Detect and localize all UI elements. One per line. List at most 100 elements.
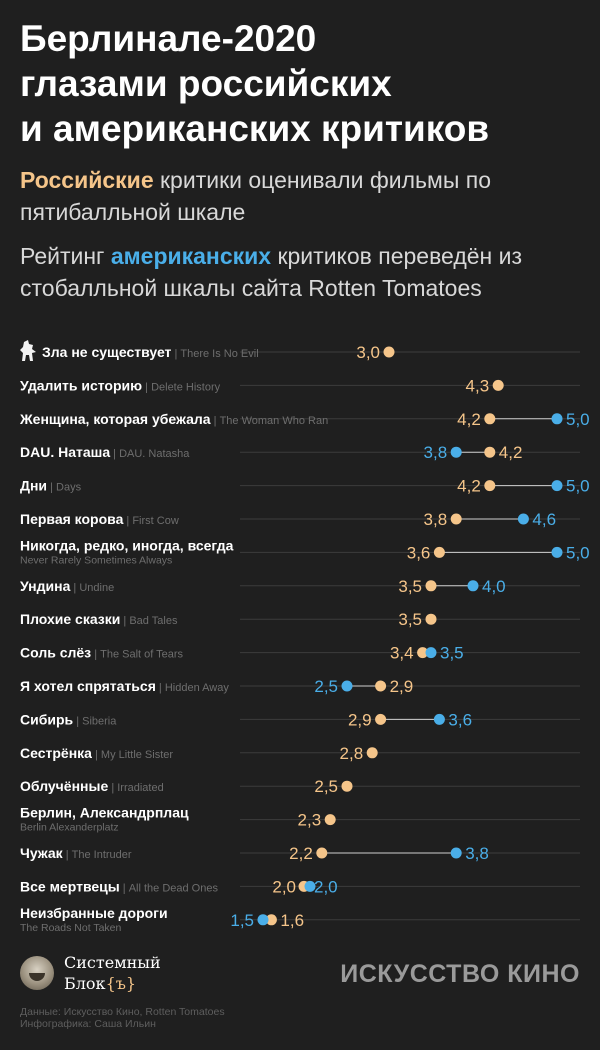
value-label-russian: 2,9: [390, 677, 414, 696]
sistemny-blok-logo-icon: [20, 956, 54, 990]
film-title-ru: Первая корова: [20, 511, 124, 527]
film-title-en: | Bad Tales: [120, 615, 178, 627]
subtitle-text: критиков переведён из стобалльной шкалы …: [20, 243, 523, 301]
sistemny-blok-logo[interactable]: Системный Блок{ъ}: [64, 952, 161, 994]
value-label-american: 4,0: [482, 577, 506, 596]
dot-american: [517, 513, 529, 525]
value-label-russian: 1,6: [280, 911, 304, 930]
subtitle-text: Рейтинг: [20, 243, 111, 269]
film-title-ru: Чужак: [20, 845, 64, 861]
value-label-american: 3,8: [424, 443, 448, 462]
dot-russian: [417, 647, 429, 659]
value-label-russian: 2,9: [348, 710, 372, 729]
value-label-american: 2,0: [314, 877, 338, 896]
film-title-en: | There Is No Evil: [171, 348, 258, 360]
value-label-american: 3,8: [465, 844, 489, 863]
dot-russian: [375, 713, 387, 725]
film-label: Дни | Days: [20, 478, 82, 494]
logo-bracket: {ъ}: [105, 974, 137, 993]
film-label: Сибирь | Siberia: [20, 711, 117, 727]
film-title-en: | Days: [47, 482, 82, 494]
dot-plot-chart: Зла не существует | There Is No Evil 3,0 У…: [19, 340, 590, 934]
dot-russian: [484, 446, 496, 458]
film-title-ru: DAU. Наташа: [20, 444, 110, 460]
value-label-russian: 3,5: [398, 577, 422, 596]
film-label: Сестрёнка | My Little Sister: [20, 745, 173, 761]
film-label: Зла не существует | There Is No Evil: [42, 344, 259, 360]
value-label-american: 5,0: [566, 410, 590, 429]
value-label-american: 2,5: [314, 677, 338, 696]
film-title-en: The Roads Not Taken: [20, 922, 122, 934]
logo-line: Системный: [64, 953, 161, 972]
value-label-russian: 3,0: [356, 343, 380, 362]
berlinale-bear-icon: [20, 340, 36, 361]
value-label-russian: 4,2: [499, 443, 523, 462]
value-label-american: 3,6: [448, 710, 472, 729]
film-title-en: | Delete History: [142, 381, 221, 393]
film-title-en: | All the Dead Ones: [120, 882, 219, 894]
dot-russian: [341, 780, 353, 792]
film-title-ru: Облучённые: [20, 778, 108, 794]
dot-american: [551, 546, 563, 558]
iskusstvo-kino-logo[interactable]: ИСКУССТВО КИНО: [340, 960, 580, 988]
dot-russian: [375, 680, 387, 692]
dot-russian: [324, 814, 336, 826]
value-label-russian: 2,2: [289, 844, 313, 863]
dot-american: [551, 413, 563, 425]
dot-russian: [383, 346, 395, 358]
dot-russian: [484, 480, 496, 492]
film-title-en: | The Salt of Tears: [91, 649, 183, 661]
film-title-en: | Hidden Away: [156, 682, 229, 694]
film-title-ru: Сибирь: [20, 711, 74, 727]
film-title-en: | First Cow: [123, 515, 178, 527]
dot-american: [450, 847, 462, 859]
value-label-american: 1,5: [230, 911, 254, 930]
film-label: Плохие сказки | Bad Tales: [20, 611, 178, 627]
subtitle-text: критики оценивали фильмы по пятибалльной…: [20, 167, 491, 225]
dot-russian: [492, 379, 504, 391]
value-label-russian: 4,3: [466, 376, 490, 395]
value-label-russian: 3,4: [390, 644, 414, 663]
film-title-ru: Женщина, которая убежала: [19, 411, 211, 427]
logo-line: Блок: [64, 974, 106, 993]
film-label: Все мертвецы | All the Dead Ones: [20, 878, 218, 894]
subtitle-russian: Российские критики оценивали фильмы по п…: [20, 164, 580, 228]
value-label-american: 5,0: [566, 477, 590, 496]
film-title-en: | Irradiated: [108, 782, 163, 794]
film-title-en: Never Rarely Sometimes Always: [20, 554, 172, 566]
highlight-russian: Российские: [20, 167, 154, 193]
film-title-en: | DAU. Natasha: [110, 448, 190, 460]
dot-american: [551, 480, 563, 492]
dot-american: [433, 713, 445, 725]
value-label-russian: 2,5: [314, 777, 338, 796]
dot-russian: [425, 613, 437, 625]
dot-american: [304, 880, 316, 892]
dot-russian: [316, 847, 328, 859]
dot-russian: [450, 513, 462, 525]
credit-graphics: Инфографика: Саша Ильин: [20, 1018, 156, 1030]
film-title-en: | The Woman Who Ran: [211, 415, 329, 427]
film-title-ru: Дни: [20, 478, 47, 494]
value-label-russian: 3,5: [398, 610, 422, 629]
value-label-american: 3,5: [440, 644, 464, 663]
film-label: Ундина | Undine: [20, 578, 114, 594]
film-title-ru: Плохие сказки: [20, 611, 120, 627]
dot-russian: [484, 413, 496, 425]
film-label: Соль слёз | The Salt of Tears: [20, 645, 184, 661]
film-title-ru: Соль слёз: [20, 645, 91, 661]
dot-russian: [433, 546, 445, 558]
footer: Системный Блок{ъ} ИСКУССТВО КИНО Данные:…: [20, 952, 580, 1042]
film-label: Облучённые | Irradiated: [20, 778, 164, 794]
film-title-ru: Удалить историю: [20, 377, 142, 393]
value-label-russian: 4,2: [457, 410, 481, 429]
film-title-ru: Берлин, Александрплац: [20, 805, 189, 821]
credit-data: Данные: Искусство Кино, Rotten Tomatoes: [20, 1006, 225, 1018]
film-title-en: | Undine: [70, 582, 114, 594]
value-label-russian: 2,0: [272, 877, 296, 896]
page-title: Берлинале-2020 глазами российских и амер…: [20, 16, 580, 151]
dot-american: [467, 580, 479, 592]
dot-russian: [425, 580, 437, 592]
dot-american: [450, 446, 462, 458]
film-title-ru: Никогда, редко, иногда, всегда: [20, 537, 234, 553]
dot-russian: [265, 914, 277, 926]
